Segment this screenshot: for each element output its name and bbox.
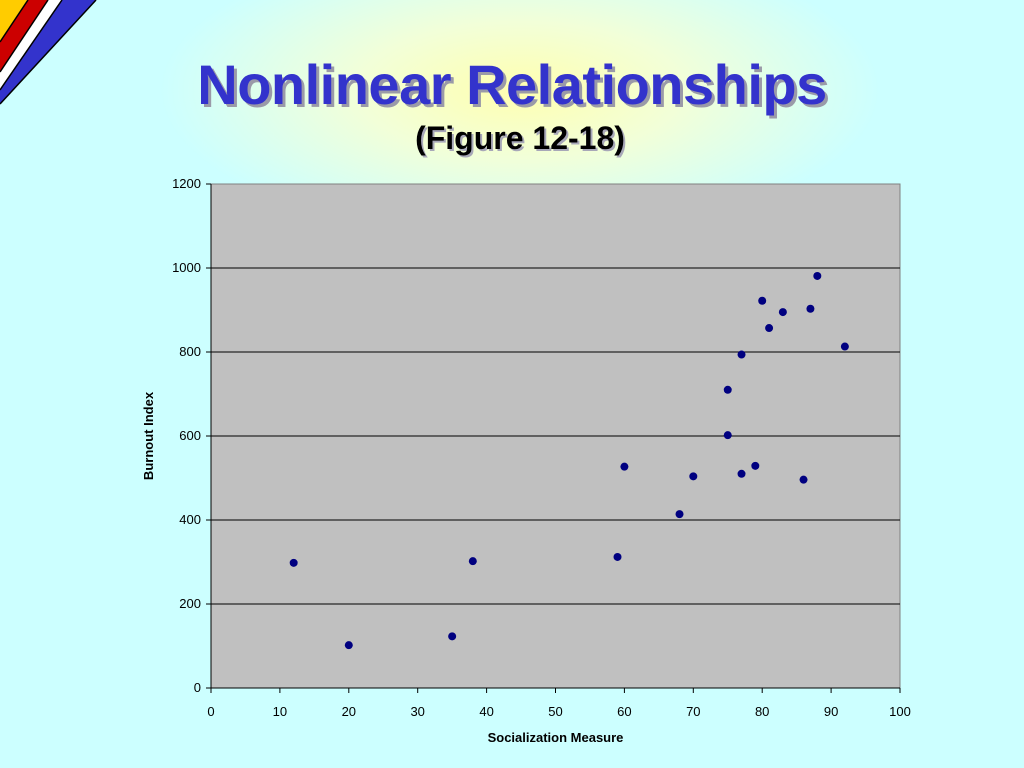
data-point-1 [344,641,353,650]
x-tick-label-10: 10 [273,704,287,719]
x-axis-label: Socialization Measure [488,730,624,745]
data-point-3 [468,557,477,566]
y-tick-label-800: 800 [179,344,201,359]
x-tick-label-90: 90 [824,704,838,719]
y-tick-label-200: 200 [179,596,201,611]
y-tick-label-600: 600 [179,428,201,443]
y-tick-label-0: 0 [194,680,201,695]
data-point-17 [806,304,815,313]
y-tick-label-400: 400 [179,512,201,527]
x-tick-label-80: 80 [755,704,769,719]
data-point-11 [737,469,746,478]
x-tick-label-100: 100 [889,704,911,719]
data-point-18 [813,271,822,280]
x-tick-label-20: 20 [342,704,356,719]
x-tick-label-70: 70 [686,704,700,719]
data-point-13 [758,296,767,305]
data-point-4 [613,552,622,561]
data-point-10 [737,350,746,359]
data-point-15 [778,308,787,317]
data-point-8 [723,385,732,394]
data-point-0 [289,558,298,567]
slide-subtitle: (Figure 12-18) [415,120,625,156]
data-point-12 [751,461,760,470]
x-tick-label-0: 0 [207,704,214,719]
data-point-16 [799,475,808,484]
data-point-7 [689,472,698,481]
corner-stripes-decoration [0,0,97,105]
y-tick-label-1000: 1000 [172,260,201,275]
x-tick-label-40: 40 [479,704,493,719]
data-point-2 [448,632,457,641]
x-tick-label-30: 30 [410,704,424,719]
y-axis-label: Burnout Index [141,391,156,480]
data-point-19 [840,342,849,351]
x-tick-label-50: 50 [548,704,562,719]
slide-title: Nonlinear Relationships [197,53,827,116]
y-tick-label-1200: 1200 [172,176,201,191]
data-point-6 [675,510,684,519]
data-point-14 [765,324,774,333]
x-tick-label-60: 60 [617,704,631,719]
data-point-5 [620,462,629,471]
data-point-9 [723,431,732,440]
